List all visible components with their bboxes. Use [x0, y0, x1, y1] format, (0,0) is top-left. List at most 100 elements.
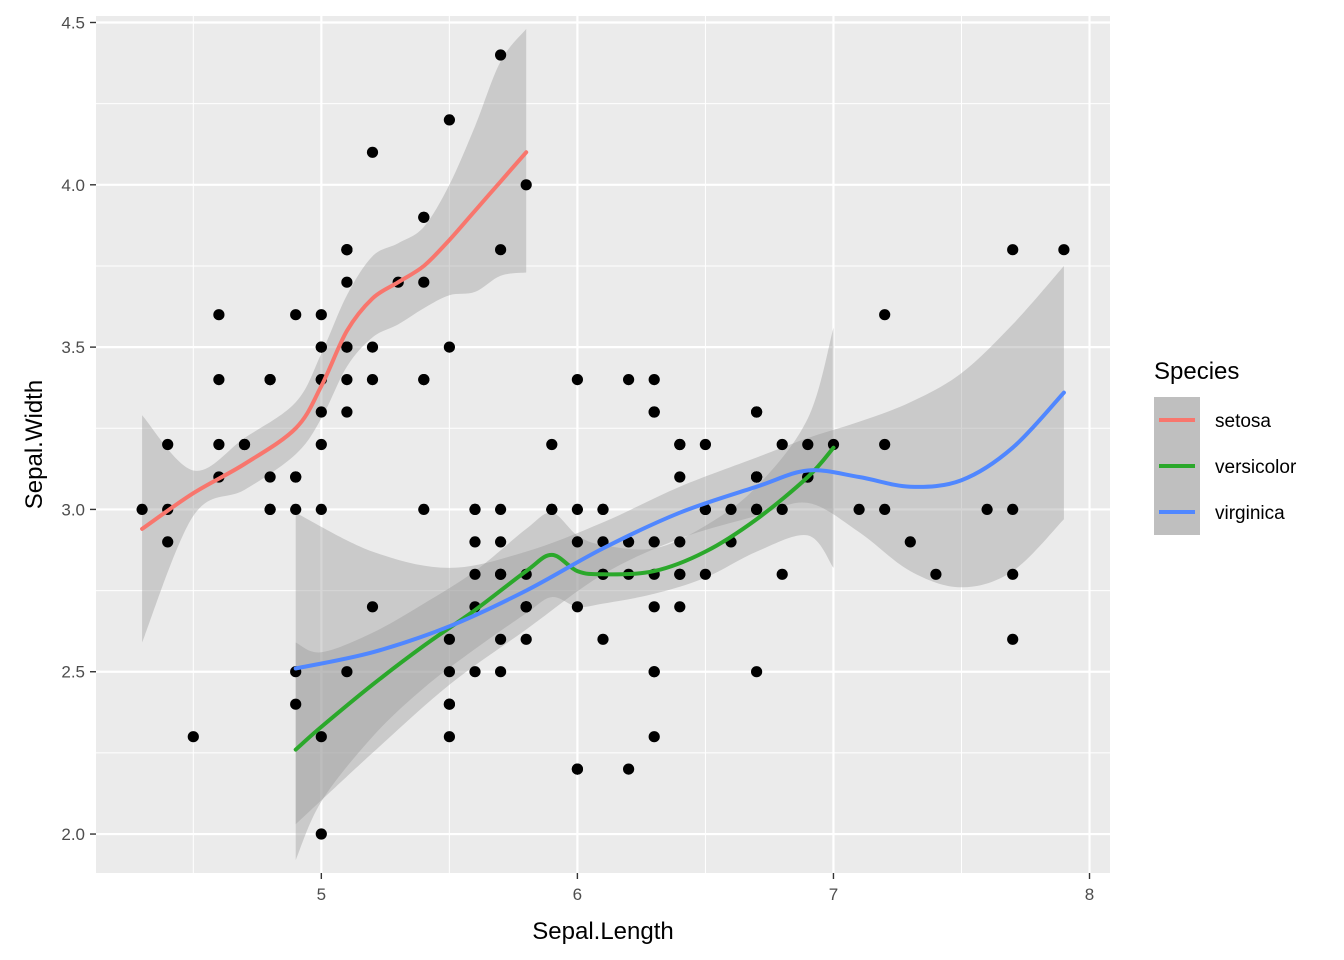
data-point [930, 568, 942, 580]
data-point [571, 374, 584, 386]
data-point [315, 309, 327, 321]
data-point [341, 276, 353, 288]
x-tick-label-0: 5 [317, 885, 326, 904]
smooth-fit-lines [140, 150, 1066, 752]
data-point [469, 503, 481, 515]
data-point [213, 309, 225, 321]
data-point [597, 536, 609, 548]
y-tick-label-3: 3.5 [61, 338, 85, 357]
data-point [776, 503, 788, 515]
data-point [341, 244, 353, 256]
data-point [418, 374, 430, 386]
confidence-band-setosa [142, 29, 527, 643]
data-point [827, 438, 840, 451]
data-point [264, 503, 276, 515]
data-point [443, 731, 455, 743]
legend: Species setosa versicolor virginica [1154, 358, 1297, 535]
data-point [802, 438, 814, 451]
y-tick-label-4: 4.0 [61, 176, 85, 195]
data-point [1007, 244, 1019, 256]
fit-line-setosa [140, 150, 529, 531]
data-point [290, 471, 302, 483]
legend-label-setosa: setosa [1215, 411, 1271, 432]
data-point [879, 309, 891, 321]
data-point [571, 503, 584, 515]
y-tick-label-2: 3.0 [61, 500, 85, 519]
data-point [571, 601, 584, 613]
data-point [546, 503, 558, 515]
data-point [597, 503, 609, 515]
data-point [366, 601, 379, 613]
data-point [315, 503, 327, 515]
data-point [418, 211, 430, 223]
data-point [1007, 633, 1019, 645]
data-point [674, 601, 686, 613]
data-point [366, 374, 379, 386]
data-point [520, 179, 532, 191]
data-point [341, 341, 353, 353]
y-tick-label-5: 4.5 [61, 13, 85, 32]
data-point [290, 698, 302, 710]
x-tick-label-1: 6 [573, 885, 582, 904]
data-point [674, 536, 686, 548]
data-point [366, 146, 379, 158]
data-point [699, 503, 712, 515]
data-point [290, 309, 302, 321]
data-point [315, 341, 327, 353]
data-point [751, 666, 763, 678]
data-point [1007, 568, 1019, 580]
y-tick-label-0: 2.0 [61, 825, 85, 844]
data-point [315, 828, 327, 840]
data-point [366, 341, 379, 353]
data-point [571, 763, 584, 775]
data-point [648, 731, 660, 743]
legend-label-versicolor: versicolor [1215, 457, 1297, 478]
data-point [264, 471, 276, 483]
data-point [751, 406, 763, 418]
data-point [443, 114, 455, 126]
data-point [418, 276, 430, 288]
data-point [469, 666, 481, 678]
data-point [341, 374, 353, 386]
data-point [571, 536, 584, 548]
data-point [315, 731, 327, 743]
data-point [290, 503, 302, 515]
data-point [648, 406, 660, 418]
data-point [648, 374, 660, 386]
data-point [315, 406, 327, 418]
data-point [674, 568, 686, 580]
data-point [751, 503, 763, 515]
data-point [623, 374, 635, 386]
data-point [495, 49, 507, 61]
data-point [520, 601, 532, 613]
data-point [213, 374, 225, 386]
legend-title: Species [1154, 358, 1239, 385]
data-point [443, 633, 455, 645]
data-point [879, 438, 891, 451]
data-point [597, 633, 609, 645]
data-point [443, 698, 455, 710]
data-point [648, 601, 660, 613]
x-tick-label-3: 8 [1085, 885, 1094, 904]
y-tick-label-1: 2.5 [61, 663, 85, 682]
data-point [443, 666, 455, 678]
data-point [162, 536, 174, 548]
fit-line-versicolor [293, 445, 836, 752]
data-point [546, 438, 558, 451]
data-point [495, 666, 507, 678]
data-point [443, 341, 455, 353]
data-point [213, 438, 225, 451]
data-point [136, 503, 148, 515]
data-point [187, 731, 199, 743]
legend-entries: setosa versicolor virginica [1154, 397, 1297, 535]
fit-line-virginica [293, 390, 1066, 671]
data-point [469, 568, 481, 580]
data-point [495, 568, 507, 580]
data-point [725, 503, 737, 515]
data-point [879, 503, 891, 515]
data-point [648, 536, 660, 548]
data-point [853, 503, 865, 515]
data-points [136, 49, 1070, 840]
data-point [751, 471, 763, 483]
x-axis-title: Sepal.Length [532, 918, 673, 945]
